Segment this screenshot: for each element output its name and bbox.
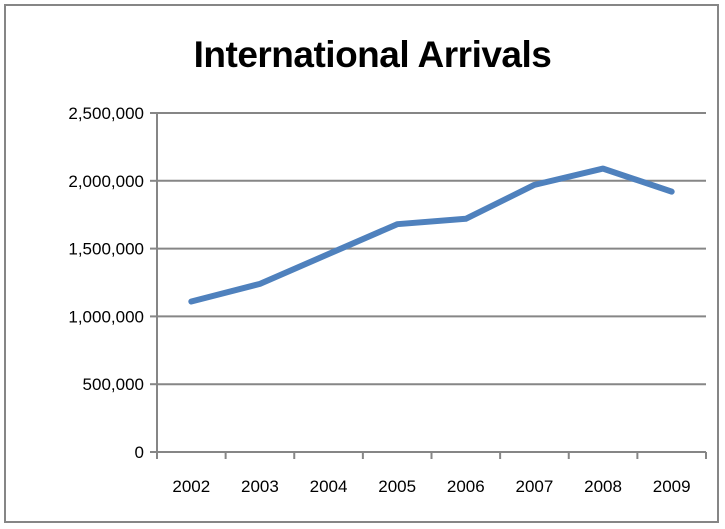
y-tick-label: 1,500,000 <box>68 240 144 259</box>
y-tick-label: 2,500,000 <box>68 104 144 123</box>
axes <box>150 112 707 459</box>
x-tick-label: 2008 <box>584 477 622 496</box>
x-tick-label: 2006 <box>447 477 485 496</box>
y-tick-label: 500,000 <box>83 375 144 394</box>
x-tick-label: 2005 <box>378 477 416 496</box>
series-group <box>188 165 675 305</box>
y-tick-label: 1,000,000 <box>68 307 144 326</box>
chart-title: International Arrivals <box>193 34 552 75</box>
series-line <box>188 165 675 305</box>
y-tick-label: 2,000,000 <box>68 172 144 191</box>
chart-frame <box>4 4 719 523</box>
x-tick-label: 2009 <box>653 477 691 496</box>
x-tick-label: 2003 <box>241 477 279 496</box>
gridlines <box>157 112 706 386</box>
x-tick-label: 2002 <box>172 477 210 496</box>
x-tick-label: 2007 <box>516 477 554 496</box>
x-tick-label: 2004 <box>310 477 348 496</box>
x-axis-tick-labels: 2002 2003 2004 2005 2006 2007 2008 2009 <box>172 477 690 496</box>
y-tick-label: 0 <box>135 443 144 462</box>
y-axis-tick-labels: 0 500,000 1,000,000 1,500,000 2,000,000 2,500… <box>68 104 144 462</box>
